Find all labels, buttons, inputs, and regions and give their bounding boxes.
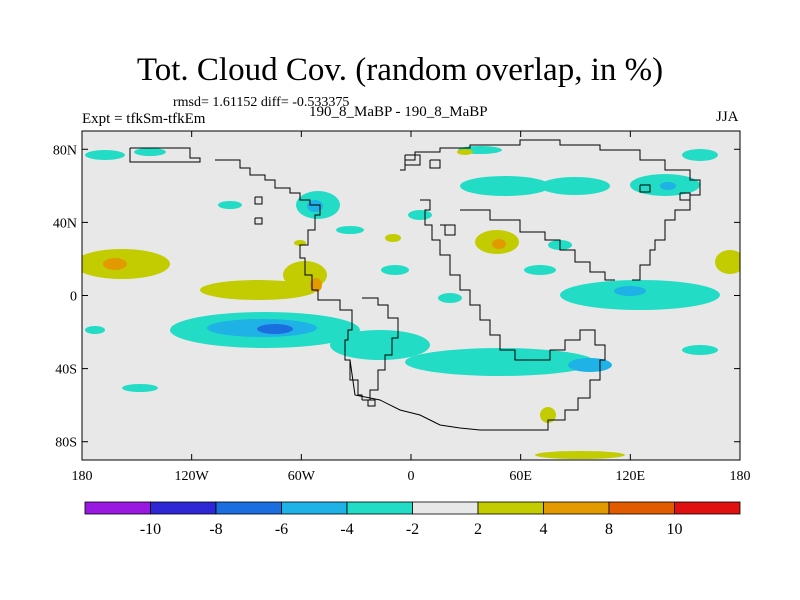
colorbar-swatch bbox=[543, 501, 610, 515]
coastline-antarctica bbox=[349, 359, 545, 431]
anomaly-south-indian-core bbox=[568, 358, 612, 372]
coastline-europe-africa bbox=[420, 199, 530, 361]
coastline-caspian bbox=[440, 224, 456, 236]
coastline-greenland bbox=[129, 147, 201, 163]
colorbar-label: -8 bbox=[209, 521, 222, 538]
coastline-south-america bbox=[328, 299, 363, 400]
anomaly-south-atlantic bbox=[330, 330, 430, 360]
anomaly-central-asia bbox=[460, 176, 550, 196]
colorbar-swatch bbox=[84, 501, 151, 515]
coastline-small-island-3 bbox=[367, 399, 376, 407]
colorbar: -10 -8 -6 -4 -2 2 4 8 10 bbox=[84, 501, 741, 538]
coastline-asia-south bbox=[460, 209, 615, 281]
colorbar-swatch bbox=[346, 501, 413, 515]
coastline-arctic-island bbox=[404, 154, 421, 166]
lon-tick-label: 120E bbox=[616, 469, 646, 484]
coastlines bbox=[129, 139, 701, 431]
colorbar-label: -4 bbox=[340, 521, 353, 538]
lat-tick-label: 40S bbox=[55, 363, 77, 378]
anomaly-east-africa bbox=[438, 293, 462, 303]
anomaly-tropical-pacific bbox=[200, 280, 316, 300]
colorbar-label: -6 bbox=[275, 521, 288, 538]
coastline-eurasia-north bbox=[400, 139, 701, 281]
stats-label: rmsd= 1.61152 diff= -0.533375 bbox=[173, 95, 350, 110]
lat-tick-label: 80S bbox=[55, 436, 77, 451]
lat-tick-label: 0 bbox=[70, 290, 77, 305]
coastline-small-island-5 bbox=[639, 184, 651, 193]
anomaly-arctic-west bbox=[85, 150, 125, 160]
anomaly-south-west bbox=[122, 384, 158, 392]
latitude-axis: 80N 40N 0 40S 80S bbox=[53, 143, 740, 451]
anomaly-asia-small bbox=[408, 210, 432, 220]
colorbar-swatch bbox=[608, 501, 675, 515]
anomaly-east-edge bbox=[715, 250, 740, 274]
anomaly-south-asia-core bbox=[492, 239, 506, 249]
colorbar-label: 4 bbox=[540, 521, 548, 538]
coastline-small-island-1 bbox=[254, 196, 263, 205]
anomaly-east-pacific bbox=[218, 201, 242, 209]
anomaly-arctic-west-2 bbox=[134, 148, 166, 156]
period-label: 190_8_MaBP - 190_8_MaBP bbox=[309, 104, 488, 120]
coastline-small-island-4 bbox=[429, 159, 441, 169]
lon-tick-label: 180 bbox=[730, 469, 751, 484]
anomaly-south-indian bbox=[405, 348, 595, 376]
anomaly-antarctic bbox=[535, 451, 625, 459]
longitude-axis: 180 120W 60W 0 60E 120E 180 bbox=[72, 131, 751, 484]
lon-tick-label: 60E bbox=[509, 469, 532, 484]
lon-tick-label: 180 bbox=[72, 469, 93, 484]
anomaly-west-africa bbox=[381, 265, 409, 275]
anomaly-west-pacific-core bbox=[614, 286, 646, 296]
anomaly-south-pacific-center bbox=[257, 324, 293, 334]
colorbar-swatch bbox=[674, 501, 741, 515]
lat-tick-label: 40N bbox=[53, 216, 77, 231]
anomaly-mid-pacific bbox=[85, 326, 105, 334]
colorbar-label: 8 bbox=[605, 521, 613, 538]
colorbar-swatch bbox=[281, 501, 348, 515]
colorbar-swatch bbox=[412, 501, 479, 515]
colorbar-label: 2 bbox=[474, 521, 482, 538]
anomaly-north-pacific-core bbox=[103, 258, 127, 270]
anomaly-east-end bbox=[682, 345, 718, 355]
colorbar-label: -2 bbox=[406, 521, 419, 538]
anomaly-siberia-core bbox=[660, 182, 676, 190]
coastline-small-island-2 bbox=[254, 217, 263, 225]
colorbar-label: -10 bbox=[140, 521, 161, 538]
lon-tick-label: 0 bbox=[408, 469, 415, 484]
anomaly-west-pacific bbox=[560, 280, 720, 310]
colorbar-swatch bbox=[477, 501, 544, 515]
season-label: JJA bbox=[716, 109, 739, 125]
coastline-africa-south bbox=[520, 329, 606, 431]
anomaly-east-asia bbox=[540, 177, 610, 195]
lon-tick-label: 120W bbox=[175, 469, 210, 484]
anomaly-fields bbox=[82, 146, 740, 459]
lon-tick-label: 60W bbox=[288, 469, 316, 484]
colorbar-swatch bbox=[150, 501, 217, 515]
anomaly-south-africa bbox=[540, 407, 556, 423]
colorbar-swatch bbox=[215, 501, 282, 515]
anomaly-arctic-yellow bbox=[457, 149, 473, 155]
coastline-north-america bbox=[215, 159, 328, 301]
anomaly-mid-yellow bbox=[385, 234, 401, 242]
anomaly-arctic-east bbox=[682, 149, 718, 161]
map-title: Tot. Cloud Cov. (random overlap, in %) bbox=[136, 52, 664, 88]
anomaly-indian-north bbox=[524, 265, 556, 275]
colorbar-label: 10 bbox=[667, 521, 683, 538]
anomaly-north-atlantic-core bbox=[307, 200, 323, 212]
anomaly-east-atlantic bbox=[336, 226, 364, 234]
experiment-label: Expt = tfkSm-tfkEm bbox=[82, 111, 206, 127]
lat-tick-label: 80N bbox=[53, 143, 77, 158]
coastline-small-island-6 bbox=[679, 192, 691, 201]
coastline-south-america-east bbox=[362, 297, 399, 401]
anomaly-central-america-core bbox=[310, 278, 322, 292]
